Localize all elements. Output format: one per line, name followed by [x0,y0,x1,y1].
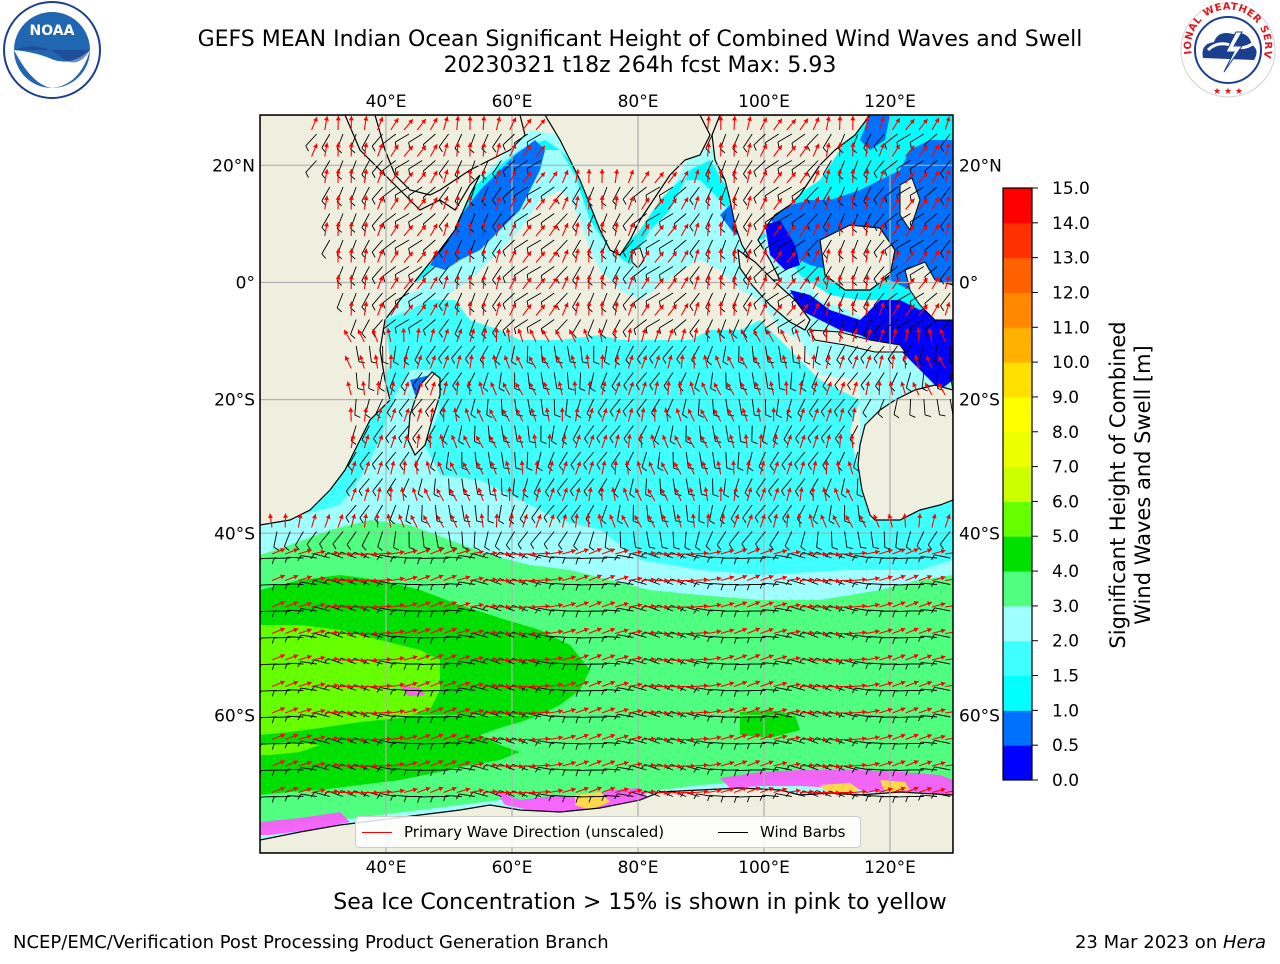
lon-tick-top: 100°E [738,92,790,112]
legend-wave-item: Primary Wave Direction (unscaled) [362,823,664,841]
colorbar-cell [1003,571,1032,606]
colorbar-cell [1003,676,1032,711]
lat-tick-left: 40°S [214,524,255,544]
colorbar-cell [1003,606,1032,641]
legend-wind-swatch [718,832,748,833]
legend-wind-item: Wind Barbs [718,823,845,841]
colorbar-cell [1003,188,1032,223]
colorbar-cell [1003,258,1032,293]
wind-barb [422,505,423,521]
lon-tick-bottom: 60°E [492,858,533,878]
colorbar-cell [1003,292,1032,327]
wave-arrow-head [954,603,959,608]
wave-arrow-head [954,683,959,688]
wave-arrow-head [954,630,959,635]
colorbar-ticks: 0.00.51.01.52.03.04.05.06.07.08.09.010.0… [1032,179,1090,791]
colorbar-cell [1003,223,1032,258]
lon-tick-bottom: 80°E [618,858,659,878]
lat-tick-right: 0° [959,273,978,293]
lat-tick-right: 60°S [959,706,1000,726]
lon-tick-bottom: 100°E [738,858,790,878]
wind-barb [527,346,528,362]
colorbar-tick-label: 0.5 [1052,736,1079,756]
colorbar-cell [1003,362,1032,397]
colorbar-cell [1003,641,1032,676]
colorbar-cell [1003,745,1032,780]
wind-barb [501,479,502,495]
colorbar-cell [1003,501,1032,536]
lon-tick-bottom: 40°E [366,858,407,878]
lat-tick-right: 20°N [959,156,1002,176]
lon-tick-top: 60°E [492,92,533,112]
lat-tick-left: 20°N [212,156,255,176]
lat-tick-right: 20°S [959,391,1000,411]
colorbar-cell [1003,327,1032,362]
wave-arrow-head [954,577,959,582]
lat-tick-right: 40°S [959,524,1000,544]
wind-barb-flag [953,415,959,416]
colorbar-cells [1003,188,1032,781]
lat-tick-left: 20°S [214,391,255,411]
wave-arrow-head [954,656,959,661]
colorbar-cell [1003,536,1032,571]
lon-tick-top: 40°E [366,92,407,112]
colorbar-tick-label: 1.0 [1052,701,1079,721]
wind-barb [369,373,370,389]
colorbar-cell [1003,397,1032,432]
legend-wave-label: Primary Wave Direction (unscaled) [404,823,664,841]
colorbar: 0.00.51.01.52.03.04.05.06.07.08.09.010.0… [995,175,1175,795]
lon-tick-top: 80°E [618,92,659,112]
wave-arrow-head [954,550,959,555]
legend-wave-swatch [362,832,392,833]
wave-arrow-head [954,736,959,741]
colorbar-tick-label: 1.5 [1052,667,1079,687]
colorbar-cell [1003,467,1032,502]
lat-tick-left: 0° [236,273,255,293]
wave-arrow-head [954,762,959,767]
wind-barb [554,399,555,415]
lon-tick-bottom: 120°E [864,858,916,878]
colorbar-cell [1003,710,1032,745]
colorbar-tick-label: 0.0 [1052,771,1079,791]
colorbar-cell [1003,432,1032,467]
lat-tick-left: 60°S [214,706,255,726]
wind-barb [474,426,475,442]
map-content [259,115,959,853]
legend-wind-label: Wind Barbs [760,823,845,841]
map-legend: Primary Wave Direction (unscaled) Wind B… [355,816,861,848]
wave-arrow-head [954,789,959,794]
lon-tick-top: 120°E [864,92,916,112]
